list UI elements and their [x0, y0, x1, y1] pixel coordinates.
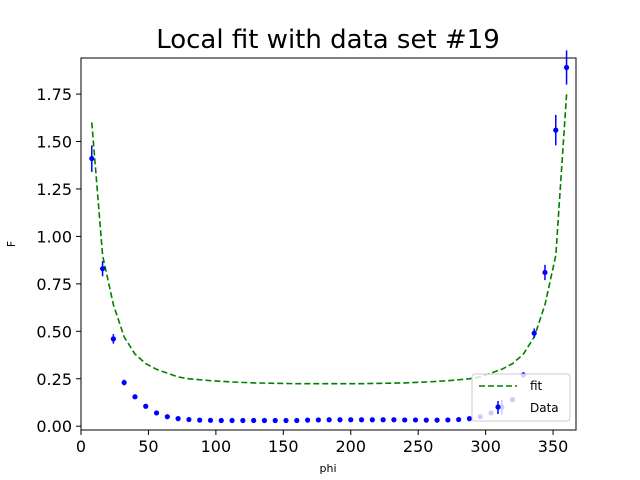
- fit-line: [91, 94, 568, 385]
- data-point: [197, 417, 203, 423]
- data-point: [294, 417, 300, 424]
- data-point: [143, 403, 149, 409]
- y-tick-label: 1.00: [36, 227, 72, 246]
- data-point: [369, 417, 375, 423]
- data-point: [207, 417, 214, 423]
- x-tick-label: 350: [538, 437, 569, 456]
- legend: fit Data: [471, 373, 571, 422]
- x-tick-label: 200: [335, 437, 366, 456]
- data-point: [186, 416, 192, 423]
- data-point: [380, 417, 386, 423]
- legend-data-label: Data: [530, 401, 559, 415]
- data-point: [358, 417, 365, 423]
- y-axis: 0.00 0.25 0.50 0.75 1.00 1.25 1.50 1.75: [36, 85, 81, 436]
- data-point: [348, 417, 354, 423]
- data-point: [99, 266, 106, 272]
- data-point: [89, 155, 95, 162]
- data-point: [563, 64, 570, 71]
- data-point: [542, 269, 548, 276]
- y-tick-label: 0.00: [36, 417, 72, 436]
- data-point: [261, 417, 268, 424]
- x-axis: 0 50 100 150 200 250 300 350: [76, 430, 568, 456]
- y-tick-label: 0.50: [36, 322, 72, 341]
- y-tick-label: 1.50: [36, 133, 72, 152]
- data-point: [553, 127, 559, 133]
- data-point: [466, 416, 473, 422]
- data-point: [110, 336, 116, 342]
- data-point: [412, 417, 419, 423]
- data-point: [272, 417, 278, 424]
- data-point: [121, 379, 127, 386]
- data-point: [153, 410, 160, 416]
- legend-fit-label: fit: [530, 379, 543, 393]
- data-point: [445, 417, 451, 423]
- data-point: [434, 417, 440, 423]
- y-tick-label: 1.25: [36, 180, 72, 199]
- data-point: [402, 417, 408, 423]
- legend-box: [471, 373, 571, 422]
- data-point: [251, 417, 257, 424]
- data-point: [240, 417, 246, 424]
- data-point: [304, 417, 311, 423]
- data-point: [283, 417, 289, 424]
- y-tick-label: 1.75: [36, 85, 72, 104]
- data-point: [218, 417, 224, 424]
- data-point: [315, 417, 321, 423]
- fit-series: [91, 94, 568, 385]
- legend-data-swatch: [495, 404, 501, 410]
- y-tick-label: 0.25: [36, 370, 72, 389]
- data-point: [326, 417, 332, 423]
- x-tick-label: 300: [470, 437, 501, 456]
- data-point: [391, 417, 397, 423]
- chart-title: Local fit with data set #19: [156, 25, 500, 55]
- plot-area: [80, 57, 577, 431]
- data-point: [175, 416, 181, 422]
- data-point: [456, 416, 462, 423]
- data-point: [132, 394, 138, 400]
- data-point: [337, 417, 343, 423]
- y-tick-label: 0.75: [36, 275, 72, 294]
- data-point: [423, 417, 429, 423]
- x-tick-label: 50: [138, 437, 158, 456]
- x-tick-label: 0: [76, 437, 86, 456]
- x-tick-label: 150: [268, 437, 299, 456]
- data-point: [229, 417, 235, 424]
- data-point: [164, 414, 170, 420]
- y-axis-label: F: [5, 241, 18, 247]
- x-tick-label: 100: [201, 437, 232, 456]
- x-axis-label: phi: [319, 462, 336, 475]
- data-point: [531, 330, 537, 336]
- x-tick-label: 250: [403, 437, 434, 456]
